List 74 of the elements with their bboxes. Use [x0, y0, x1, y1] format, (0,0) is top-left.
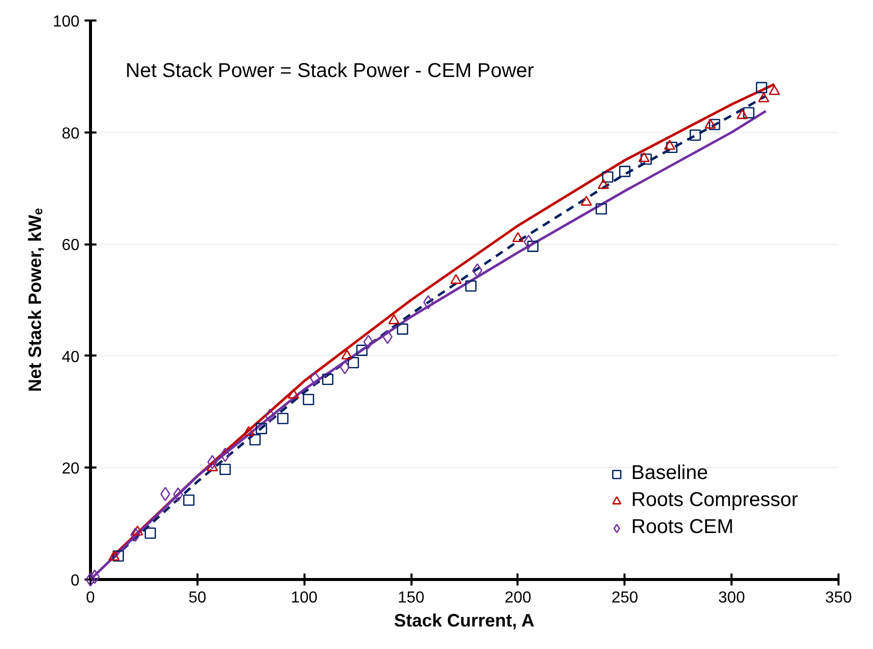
x-tick-label: 100 [290, 590, 318, 606]
point [277, 412, 288, 424]
x-tick-label: 200 [504, 590, 532, 606]
y-tick-label: 80 [62, 125, 80, 142]
point [183, 494, 194, 506]
point [265, 408, 276, 423]
point [768, 85, 780, 96]
point [465, 280, 477, 292]
x-tick-label: 350 [825, 590, 852, 606]
point [112, 550, 124, 562]
point [144, 527, 156, 539]
point [356, 344, 368, 356]
point [450, 274, 462, 284]
point [596, 203, 607, 215]
x-tick-label: 150 [398, 590, 425, 606]
x-tick-label: 50 [188, 590, 206, 606]
y-tick-label: 0 [70, 572, 80, 590]
point [388, 314, 400, 324]
point [207, 454, 218, 470]
legend-label: Baseline [631, 462, 708, 485]
point [288, 388, 300, 399]
annotation: Net Stack Power = Stack Power - CEM Power [126, 60, 534, 82]
point [340, 360, 350, 374]
point [173, 487, 184, 502]
point [598, 178, 610, 189]
point [256, 422, 268, 434]
point [704, 118, 716, 129]
point [322, 374, 334, 386]
point [472, 263, 482, 278]
point [758, 92, 770, 102]
point [90, 570, 100, 584]
y-tick-label: 20 [62, 460, 80, 478]
point [512, 232, 524, 242]
point [310, 371, 320, 386]
point [619, 166, 630, 178]
point [382, 330, 393, 344]
point [666, 142, 678, 154]
x-tick-label: 250 [611, 590, 638, 606]
y-axis-title: Net Stack Power, kWₑ [24, 208, 45, 392]
point [243, 426, 254, 436]
point [640, 153, 652, 165]
point [423, 295, 434, 310]
point [756, 82, 768, 94]
point [743, 107, 754, 118]
point [220, 448, 230, 462]
y-tick-label: 60 [62, 237, 80, 254]
point [341, 349, 353, 360]
y-tick-label: 40 [62, 348, 80, 366]
point [302, 394, 314, 406]
point [524, 234, 534, 250]
legend-label: Roots Compressor [631, 489, 798, 512]
point [108, 550, 120, 561]
point [132, 526, 144, 536]
point [363, 334, 374, 350]
point [638, 152, 650, 162]
y-tick-label: 100 [52, 14, 80, 30]
point [527, 240, 539, 252]
point [602, 171, 614, 183]
point [348, 356, 360, 368]
point [580, 196, 592, 206]
point [708, 118, 720, 130]
point [206, 461, 218, 472]
x-axis-title: Stack Current, A [394, 610, 534, 630]
point [160, 486, 170, 502]
point [736, 109, 748, 120]
point [690, 129, 701, 141]
point [219, 464, 231, 476]
x-tick-label: 0 [86, 590, 96, 606]
point [396, 323, 408, 335]
point [130, 528, 140, 542]
x-tick-label: 300 [718, 590, 746, 606]
point [664, 140, 676, 150]
point [249, 434, 261, 446]
legend-label: Roots CEM [631, 516, 734, 539]
